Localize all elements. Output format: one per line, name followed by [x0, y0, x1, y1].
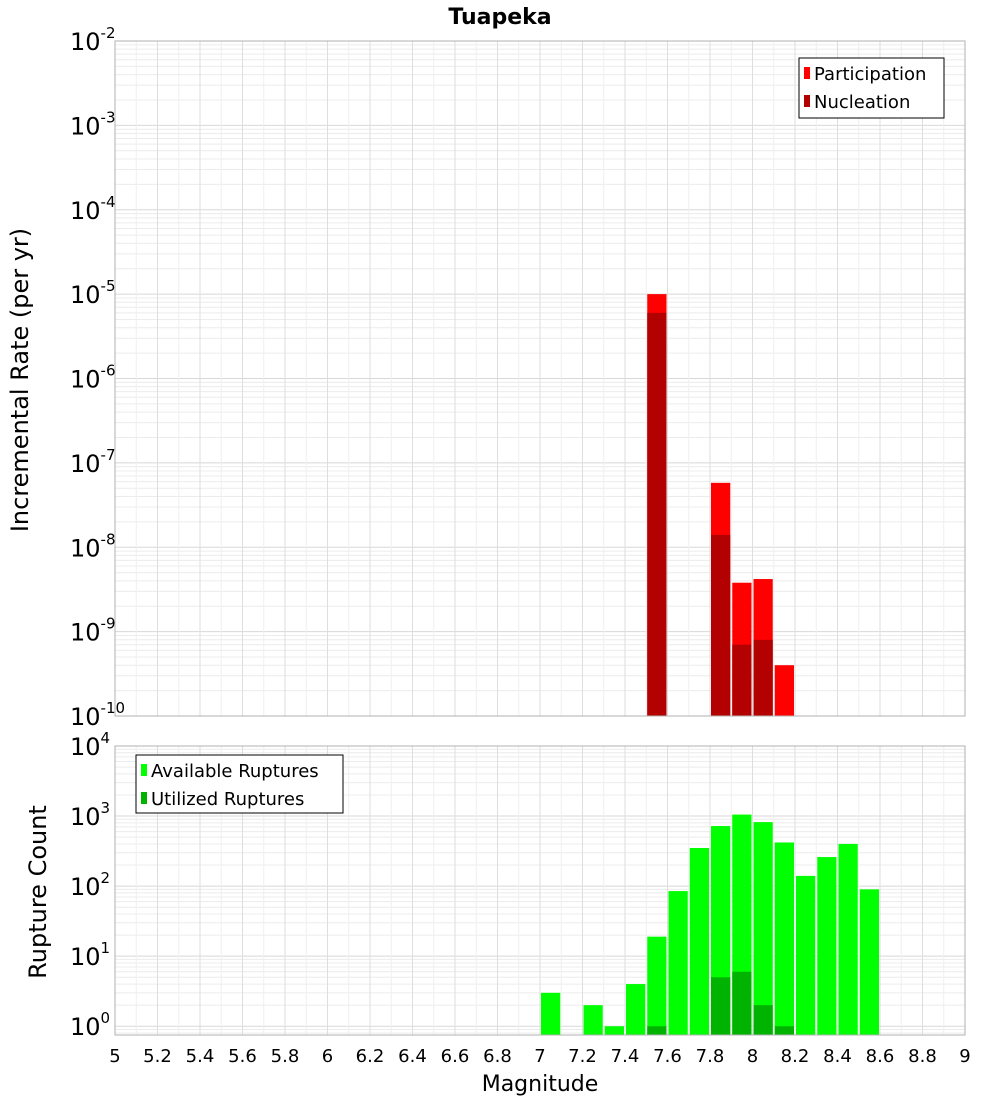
bar	[647, 312, 667, 716]
series-nucleation	[647, 312, 773, 716]
y-tick-label: 10-7	[70, 446, 116, 478]
x-axis-label: Magnitude	[482, 1072, 599, 1097]
bottom-y-axis-label: Rupture Count	[24, 805, 52, 979]
bar	[838, 843, 858, 1035]
legend-swatch	[141, 764, 147, 776]
bar	[774, 842, 794, 1035]
y-tick-labels: 100 101 102 103 104	[70, 729, 110, 1041]
x-tick-label: 5	[109, 1046, 120, 1067]
legend: Available Ruptures Utilized Ruptures	[135, 754, 344, 814]
x-tick-label: 8.8	[908, 1046, 937, 1067]
y-tick-label: 10-6	[70, 362, 116, 394]
y-tick-label: 102	[70, 869, 110, 901]
legend-swatch	[804, 67, 810, 79]
y-tick-label: 10-5	[70, 277, 116, 309]
x-tick-label: 8.2	[781, 1046, 810, 1067]
x-tick-label: 7.8	[696, 1046, 725, 1067]
x-tick-label: 6	[322, 1046, 333, 1067]
legend-label: Participation	[814, 64, 926, 85]
bar	[732, 644, 752, 716]
x-tick-label: 6.6	[441, 1046, 470, 1067]
x-tick-label: 6.8	[483, 1046, 512, 1067]
legend-swatch	[804, 95, 810, 107]
legend-swatch	[141, 792, 147, 804]
bar	[753, 639, 773, 716]
y-tick-label: 101	[70, 939, 110, 971]
y-tick-label: 10-2	[70, 24, 116, 56]
plot-frame	[114, 745, 966, 1036]
x-tick-label: 8.4	[823, 1046, 852, 1067]
x-tick-label: 7.2	[568, 1046, 597, 1067]
bar	[711, 534, 731, 716]
bar	[753, 1005, 773, 1035]
y-tick-label: 104	[70, 729, 110, 761]
bar	[647, 1026, 667, 1035]
x-tick-label: 6.4	[398, 1046, 427, 1067]
x-tick-labels: 5 5.2 5.4 5.6 5.8 6 6.2 6.4 6.6 6.8 7 7.2 7.4 7.6 7.8 8…	[109, 1046, 970, 1067]
legend-label: Nucleation	[814, 92, 910, 113]
x-tick-label: 5.8	[271, 1046, 300, 1067]
x-tick-label: 9	[959, 1046, 970, 1067]
y-tick-label: 10-3	[70, 108, 116, 140]
y-tick-label: 10-9	[70, 615, 116, 647]
legend-label: Available Ruptures	[151, 761, 319, 782]
bar	[541, 992, 561, 1035]
y-tick-label: 103	[70, 799, 110, 831]
rupture-count-plot: 100 101 102 103 104 5 5.2 5.4 5.6 5.8 6 6.2 6.4 6.6 6.…	[70, 729, 971, 1067]
y-tick-labels: 10-10 10-9 10-8 10-7 10-6 10-5 10-4 10-3 10-2	[70, 24, 125, 731]
y-tick-label: 10-8	[70, 530, 116, 562]
x-tick-label: 8	[747, 1046, 758, 1067]
bar	[604, 1026, 624, 1035]
chart-title: Tuapeka	[448, 5, 551, 30]
bar	[817, 857, 837, 1035]
x-tick-label: 5.2	[143, 1046, 172, 1067]
bar	[668, 891, 688, 1035]
bar	[711, 977, 731, 1035]
legend-label: Utilized Ruptures	[151, 789, 304, 810]
y-tick-label: 10-10	[70, 699, 125, 731]
x-tick-label: 7	[534, 1046, 545, 1067]
x-tick-label: 7.6	[653, 1046, 682, 1067]
bar	[859, 889, 879, 1035]
bar	[774, 665, 794, 716]
x-tick-label: 8.6	[866, 1046, 895, 1067]
x-tick-label: 7.4	[611, 1046, 640, 1067]
x-tick-label: 6.2	[356, 1046, 385, 1067]
grid	[114, 41, 966, 717]
x-tick-label: 5.6	[228, 1046, 257, 1067]
y-tick-label: 10-4	[70, 193, 116, 225]
legend-box	[798, 57, 945, 119]
bar	[796, 875, 816, 1035]
series-utilized-ruptures	[647, 971, 794, 1035]
bar	[774, 1026, 794, 1035]
bar	[732, 971, 752, 1035]
bar	[626, 984, 646, 1035]
bar	[583, 1005, 603, 1035]
rate-plot: 10-10 10-9 10-8 10-7 10-6 10-5 10-4 10-3 10-2 Par…	[70, 24, 966, 731]
bar	[753, 822, 773, 1035]
y-tick-label: 100	[70, 1009, 110, 1041]
bar	[689, 848, 709, 1035]
legend-box	[135, 754, 344, 814]
bar	[647, 936, 667, 1035]
top-y-axis-label: Incremental Rate (per yr)	[6, 228, 34, 532]
plot-frame	[114, 40, 966, 717]
x-tick-label: 5.4	[186, 1046, 215, 1067]
legend: Participation Nucleation	[798, 57, 945, 119]
